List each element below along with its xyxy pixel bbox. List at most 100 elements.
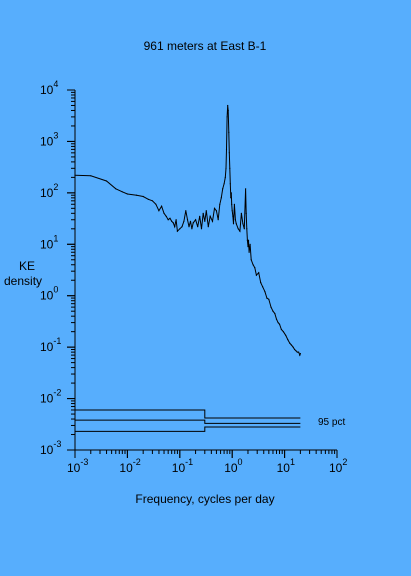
data-point [232, 215, 234, 217]
data-point [274, 312, 276, 315]
x-tick-label: 10-1 [172, 457, 193, 475]
data-point [296, 351, 298, 353]
y-tick-label: 102 [40, 182, 58, 200]
y-axis-label-line-2: density [4, 274, 42, 288]
data-point [292, 346, 294, 348]
y-tick-label: 103 [40, 130, 58, 148]
data-point [294, 348, 296, 351]
data-point [298, 351, 300, 353]
data-point [222, 188, 224, 190]
data-point [258, 272, 260, 274]
x-tick-label: 102 [329, 457, 347, 475]
data-point [211, 220, 214, 222]
data-point [165, 215, 167, 217]
y-tick-label: 10-2 [40, 388, 61, 406]
data-point [254, 267, 256, 269]
data-point [262, 286, 264, 288]
confidence-band [75, 409, 301, 432]
data-point [226, 116, 228, 118]
data-point [186, 219, 189, 221]
data-point [209, 215, 211, 217]
data-point [247, 239, 250, 241]
y-tick-label: 10-3 [40, 439, 61, 457]
data-point [280, 328, 282, 331]
data-point [179, 228, 181, 230]
data-point [235, 223, 237, 225]
data-point [299, 353, 301, 355]
x-tick-labels: 10-3 10-2 10-1 100 101 102 [67, 457, 347, 475]
data-point [242, 223, 244, 225]
data-point [260, 282, 262, 284]
data-point [147, 198, 149, 200]
data-point [227, 109, 229, 112]
data-point [290, 344, 292, 346]
x-tick-label: 10-3 [67, 457, 88, 475]
data-point [167, 219, 169, 221]
data-point [287, 339, 289, 341]
data-point [249, 243, 251, 245]
data-point [239, 230, 241, 232]
data-point [289, 342, 291, 344]
data-point [264, 291, 266, 293]
data-point [192, 222, 194, 224]
data-point [205, 210, 207, 212]
axes [67, 89, 338, 458]
data-point [247, 246, 249, 248]
data-point [191, 228, 193, 230]
band-mid-line [75, 419, 301, 424]
data-point [202, 212, 204, 214]
x-tick-label: 100 [224, 457, 242, 475]
data-point [105, 180, 108, 182]
data-point [229, 183, 231, 185]
x-axis-label: Frequency, cycles per day [135, 492, 274, 506]
data-point [228, 131, 230, 133]
data-point [285, 334, 287, 336]
data-point [278, 323, 281, 325]
data-point [225, 167, 227, 169]
data-point [234, 219, 236, 221]
y-tick-labels: 10-3 10-2 10-1 100 101 102 103 104 [40, 79, 61, 457]
chart-title: 961 meters at East B-1 [144, 39, 267, 53]
ke-density-line [74, 105, 301, 357]
confidence-band-label: 95 pct [318, 417, 345, 428]
data-point [136, 194, 138, 196]
data-point [142, 195, 144, 198]
data-point [219, 203, 221, 205]
data-point [200, 228, 203, 230]
data-point [252, 264, 254, 266]
series-group [74, 104, 301, 357]
x-tick-label: 101 [277, 457, 295, 475]
data-point [248, 251, 250, 253]
data-point [225, 148, 228, 150]
data-point [268, 298, 270, 300]
data-point [282, 331, 284, 333]
y-axis-label: KE density [4, 259, 42, 288]
data-point [229, 167, 231, 169]
band-lower-line [75, 426, 301, 432]
data-point [188, 226, 190, 228]
data-point [250, 259, 252, 261]
data-point [115, 188, 117, 190]
data-point [231, 203, 233, 205]
data-point [121, 191, 123, 193]
data-point [158, 210, 160, 212]
data-point [90, 175, 92, 177]
data-point [172, 222, 174, 224]
data-point [163, 212, 165, 214]
data-point [270, 306, 272, 308]
data-point [240, 212, 242, 214]
data-point [275, 318, 278, 320]
y-tick-label: 104 [40, 79, 58, 97]
data-point [171, 220, 173, 222]
data-point [255, 274, 257, 276]
data-point [204, 220, 206, 222]
data-point [227, 104, 229, 107]
data-point [161, 205, 163, 207]
data-point [223, 183, 225, 185]
data-point [183, 220, 185, 222]
data-point [126, 193, 128, 195]
data-point [237, 228, 239, 230]
data-point [174, 226, 176, 228]
data-point [272, 310, 274, 312]
